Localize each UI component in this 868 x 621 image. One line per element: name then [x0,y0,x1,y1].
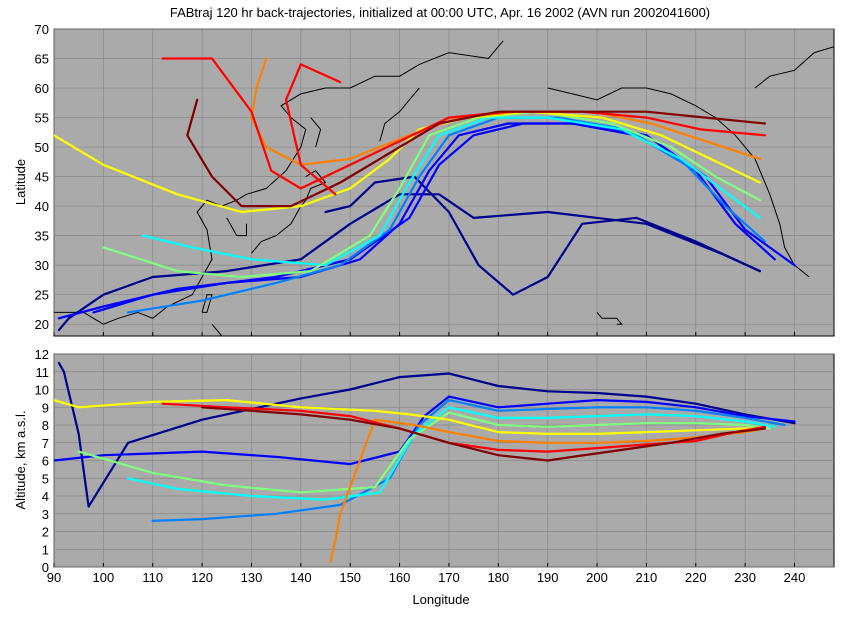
y-tick-label: 65 [35,52,49,67]
y-tick-label: 7 [42,436,49,451]
trajectory-line [57,361,796,508]
altitude-y-axis-label: Altitude, km a.s.l. [13,411,28,510]
y-tick-label: 25 [35,288,49,303]
x-tick-label: 150 [339,570,361,585]
trajectory-line [54,399,766,435]
y-tick-label: 9 [42,400,49,415]
trajectory-line [201,406,766,462]
x-axis-label: Longitude [412,592,469,607]
y-tick-label: 1 [42,542,49,557]
trajectory-line [324,175,761,296]
y-tick-label: 45 [35,170,49,185]
chart-title: FABtraj 120 hr back-trajectories, initia… [170,5,710,20]
y-tick-label: 2 [42,525,49,540]
y-tick-label: 70 [35,22,49,37]
x-tick-label: 180 [487,570,509,585]
trajectory-line [186,98,766,208]
x-tick-label: 240 [784,570,806,585]
x-tick-label: 100 [93,570,115,585]
trajectory-line [161,57,766,190]
trajectory-line [102,110,761,279]
map-panel: 20 25 30 35 40 45 50 55 60 65 70 Latitude [13,22,835,337]
trajectory-line [151,399,786,522]
x-tick-label: 190 [537,570,559,585]
y-tick-label: 50 [35,140,49,155]
x-tick-label: 160 [389,570,411,585]
x-tick-label: 220 [685,570,707,585]
y-tick-label: 10 [35,383,49,398]
x-tick-label: 120 [191,570,213,585]
trajectory-line [127,116,766,314]
y-tick-label: 5 [42,471,49,486]
trajectory-line [127,406,776,501]
trajectory-line [54,395,796,466]
coastline-segment [54,40,504,325]
coastline-segment [251,170,327,254]
coastline-segment [596,312,623,325]
trajectory-line [284,63,342,196]
y-tick-label: 60 [35,81,49,96]
x-tick-label: 230 [734,570,756,585]
y-tick-label: 30 [35,258,49,273]
x-tick-label: 170 [438,570,460,585]
y-tick-label: 55 [35,111,49,126]
y-tick-label: 8 [42,418,49,433]
y-tick-label: 0 [42,560,49,575]
y-tick-label: 11 [36,365,50,380]
x-tick-label: 200 [586,570,608,585]
y-tick-label: 4 [42,489,49,504]
map-y-axis-label: Latitude [13,159,28,205]
trajectory-line [161,402,766,453]
x-tick-label: 210 [636,570,658,585]
x-tick-label: 140 [290,570,312,585]
x-tick-label: 90 [47,570,61,585]
trajectory-line [77,411,771,494]
y-tick-label: 12 [35,347,49,362]
trajectory-line [57,193,761,332]
x-tick-label: 110 [142,570,163,585]
coastline-segment [211,323,223,336]
y-tick-label: 6 [42,454,49,469]
coastline-segment [379,87,420,142]
coastline-segment [310,117,322,148]
y-tick-label: 3 [42,507,49,522]
y-tick-label: 40 [35,199,49,214]
y-tick-label: 35 [35,229,49,244]
x-tick-label: 130 [241,570,263,585]
trajectory-line [141,116,761,267]
y-tick-label: 20 [35,317,49,332]
coastline-segment [226,217,247,237]
coastline-segment [754,46,834,89]
